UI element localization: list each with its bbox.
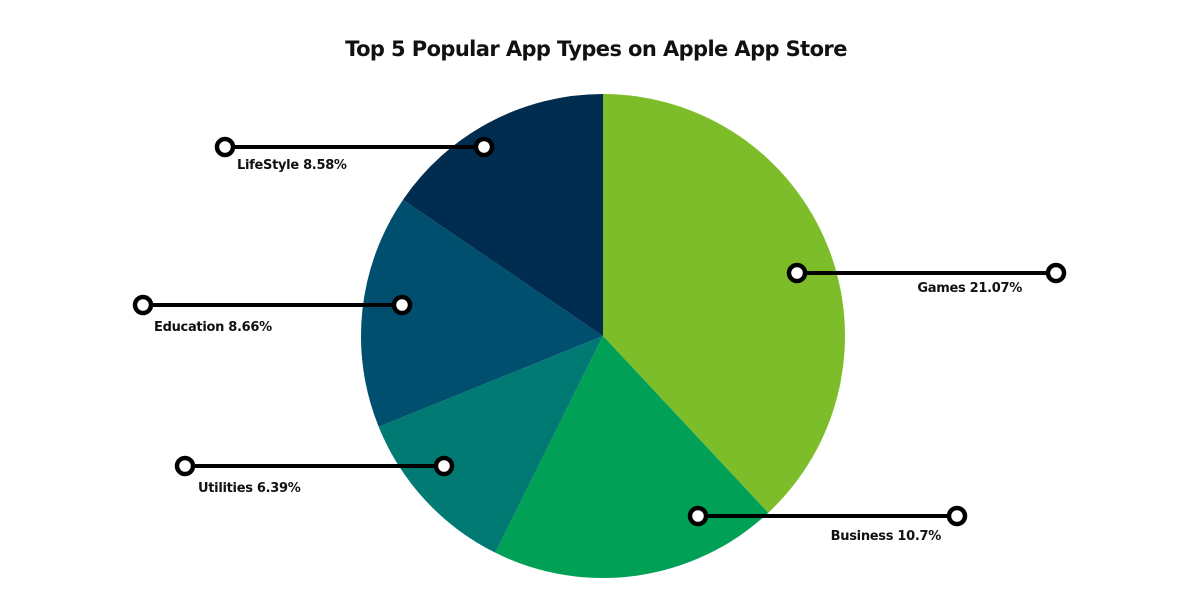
leader-end-end-education: [391, 294, 413, 316]
slice-label-lifestyle: LifeStyle 8.58%: [237, 158, 347, 173]
leader-end-start-lifestyle: [214, 136, 236, 158]
leader-end-start-education: [132, 294, 154, 316]
slice-label-utilities: Utilities 6.39%: [198, 481, 301, 496]
slice-label-education: Education 8.66%: [154, 320, 272, 335]
leader-end-start-games: [786, 262, 808, 284]
pie-slice-utilities: [378, 336, 603, 553]
pie-slice-games: [603, 94, 846, 513]
chart-title: Top 5 Popular App Types on Apple App Sto…: [345, 37, 847, 61]
pie-slice-education: [361, 199, 603, 427]
slice-labels: Games 21.07% Business 10.7% Utilities 6.39…: [154, 158, 1023, 544]
leader-end-start-business: [687, 505, 709, 527]
leader-end-end-lifestyle: [473, 136, 495, 158]
label-leaders: [132, 136, 1067, 527]
pie-slice-lifestyle: [402, 94, 603, 336]
slice-label-games: Games 21.07%: [917, 281, 1022, 296]
leader-end-end-utilities: [433, 455, 455, 477]
pie-slices: [361, 94, 846, 578]
leader-end-end-business: [946, 505, 968, 527]
slice-label-business: Business 10.7%: [831, 529, 942, 544]
leader-end-end-games: [1045, 262, 1067, 284]
leader-end-start-utilities: [174, 455, 196, 477]
